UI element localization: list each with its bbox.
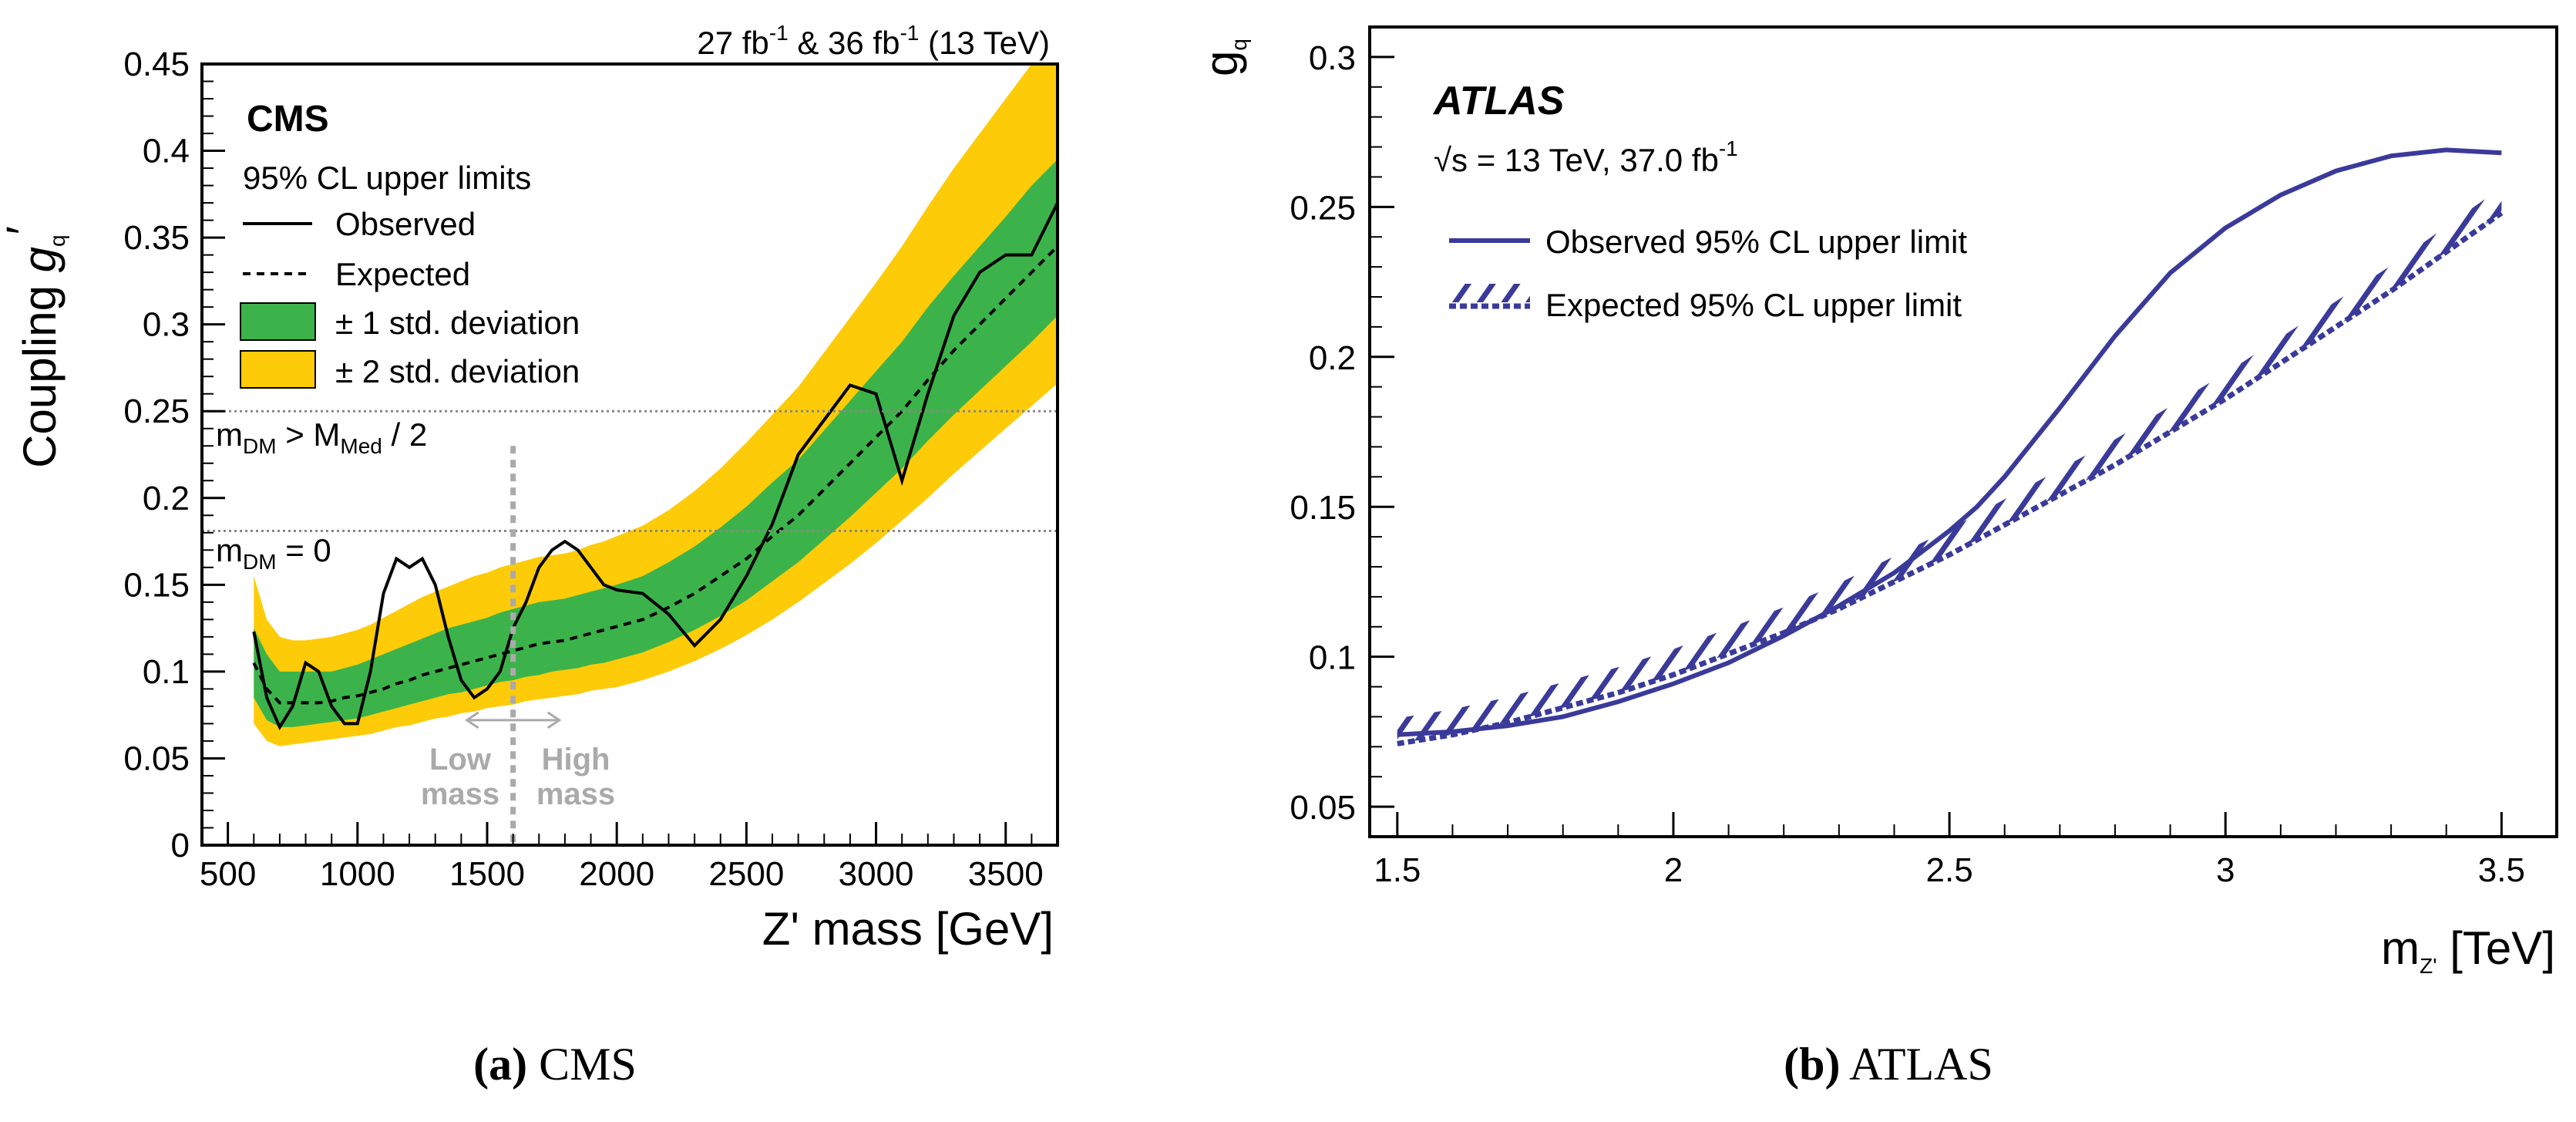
y-tick-label: 0.05 xyxy=(123,740,190,777)
low-mass-label-1: Low xyxy=(429,743,492,777)
y-tick-label: 0.3 xyxy=(143,306,190,344)
y-tick-label: 0.35 xyxy=(123,219,190,257)
expected-limit-hatch xyxy=(1397,187,2502,744)
observed-limit-line xyxy=(1397,147,2502,737)
x-tick-label: 3500 xyxy=(968,855,1044,893)
cms-title: 27 fb-1 & 36 fb-1 (13 TeV) xyxy=(697,21,1050,61)
x-tick-label: 3000 xyxy=(839,855,914,893)
cms-x-axis-label: Z' mass [GeV] xyxy=(762,903,1054,955)
y-tick-label: 0.25 xyxy=(1290,189,1356,227)
cms-x-ticks: 500 1000 1500 2000 2500 3000 3500 xyxy=(200,822,1058,893)
cms-legend-expected: Expected xyxy=(335,256,470,292)
atlas-caption: (b) ATLAS xyxy=(1784,1039,1993,1090)
atlas-chart: 1.5 2 2.5 3 3.5 0.050.10.150.20.250.3 ATLAS … xyxy=(1196,25,2558,1090)
cms-y-ticks: 0 0.05 0.1 0.15 0.2 0.25 0.3 0.35 0.4 0.45 xyxy=(123,45,225,864)
atlas-x-axis-label: mZ' [TeV] xyxy=(2381,922,2555,978)
cms-caption: (a) CMS xyxy=(473,1039,637,1090)
expected-limit-line xyxy=(1397,211,2504,746)
y-tick-label: 0.15 xyxy=(1290,489,1356,527)
mass-split-arrow xyxy=(464,711,562,729)
cms-brand: CMS xyxy=(247,99,329,140)
cms-legend-observed: Observed xyxy=(335,206,476,242)
expected-limit-line xyxy=(252,244,1058,705)
atlas-legend-expected-hatch xyxy=(1449,284,1530,302)
cms-legend-one-sigma: ± 1 std. deviation xyxy=(335,305,580,341)
y-tick-label: 0.45 xyxy=(123,45,190,83)
reference-label-zero: mDM = 0 xyxy=(216,532,331,574)
x-tick-label: 2500 xyxy=(708,855,784,893)
atlas-legend-expected: Expected 95% CL upper limit xyxy=(1545,287,1962,323)
x-tick-label: 1000 xyxy=(320,855,395,893)
y-tick-label: 0.25 xyxy=(123,393,190,430)
x-tick-label: 1500 xyxy=(449,855,525,893)
reference-label-half-med: mDM > MMed / 2 xyxy=(216,416,427,458)
y-tick-label: 0.1 xyxy=(143,653,190,691)
y-tick-label: 0.3 xyxy=(1309,39,1356,77)
atlas-legend-observed: Observed 95% CL upper limit xyxy=(1545,224,1967,260)
observed-limit-line xyxy=(252,202,1058,731)
cms-plot-frame xyxy=(200,62,1059,847)
y-tick-label: 0 xyxy=(171,827,190,864)
atlas-energy: √s = 13 TeV, 37.0 fb-1 xyxy=(1434,136,1738,178)
cms-y-axis-label: Coupling gq′ xyxy=(0,226,69,468)
atlas-plot-frame xyxy=(1368,25,2558,838)
x-tick-label: 3 xyxy=(2216,851,2235,889)
x-tick-label: 2.5 xyxy=(1926,851,1973,889)
low-mass-label-2: mass xyxy=(421,777,499,811)
legend-two-sigma-swatch xyxy=(240,350,316,389)
split-arrow-right-head xyxy=(546,711,562,729)
y-tick-label: 0.1 xyxy=(1309,639,1356,677)
y-tick-label: 0.2 xyxy=(1309,339,1356,377)
cms-bands xyxy=(252,64,1058,746)
high-mass-label-2: mass xyxy=(536,777,615,811)
x-tick-label: 2000 xyxy=(579,855,654,893)
cms-legend-two-sigma: ± 2 std. deviation xyxy=(335,353,580,389)
split-arrow-left-head xyxy=(464,711,479,729)
cms-legend-header: 95% CL upper limits xyxy=(243,160,531,196)
atlas-y-ticks: 0.05 0.1 0.15 0.2 0.25 0.3 xyxy=(1290,39,1394,837)
x-tick-label: 3.5 xyxy=(2478,851,2525,889)
y-tick-label: 0.2 xyxy=(143,480,190,517)
y-tick-label: 0.4 xyxy=(143,133,190,170)
legend-one-sigma-swatch xyxy=(240,302,316,341)
y-tick-label: 0.15 xyxy=(123,566,190,604)
atlas-x-ticks: 1.5 2 2.5 3 3.5 xyxy=(1374,812,2525,889)
x-tick-label: 500 xyxy=(200,855,256,893)
high-mass-label-1: High xyxy=(542,743,610,777)
atlas-brand: ATLAS xyxy=(1432,79,1565,123)
y-tick-label: 0.05 xyxy=(1290,789,1356,827)
atlas-y-axis-label: gq xyxy=(1196,39,1251,76)
x-tick-label: 1.5 xyxy=(1374,851,1421,889)
cms-chart: mDM > MMed / 2 mDM = 0 Low mass High mas… xyxy=(0,21,1059,1090)
x-tick-label: 2 xyxy=(1664,851,1683,889)
